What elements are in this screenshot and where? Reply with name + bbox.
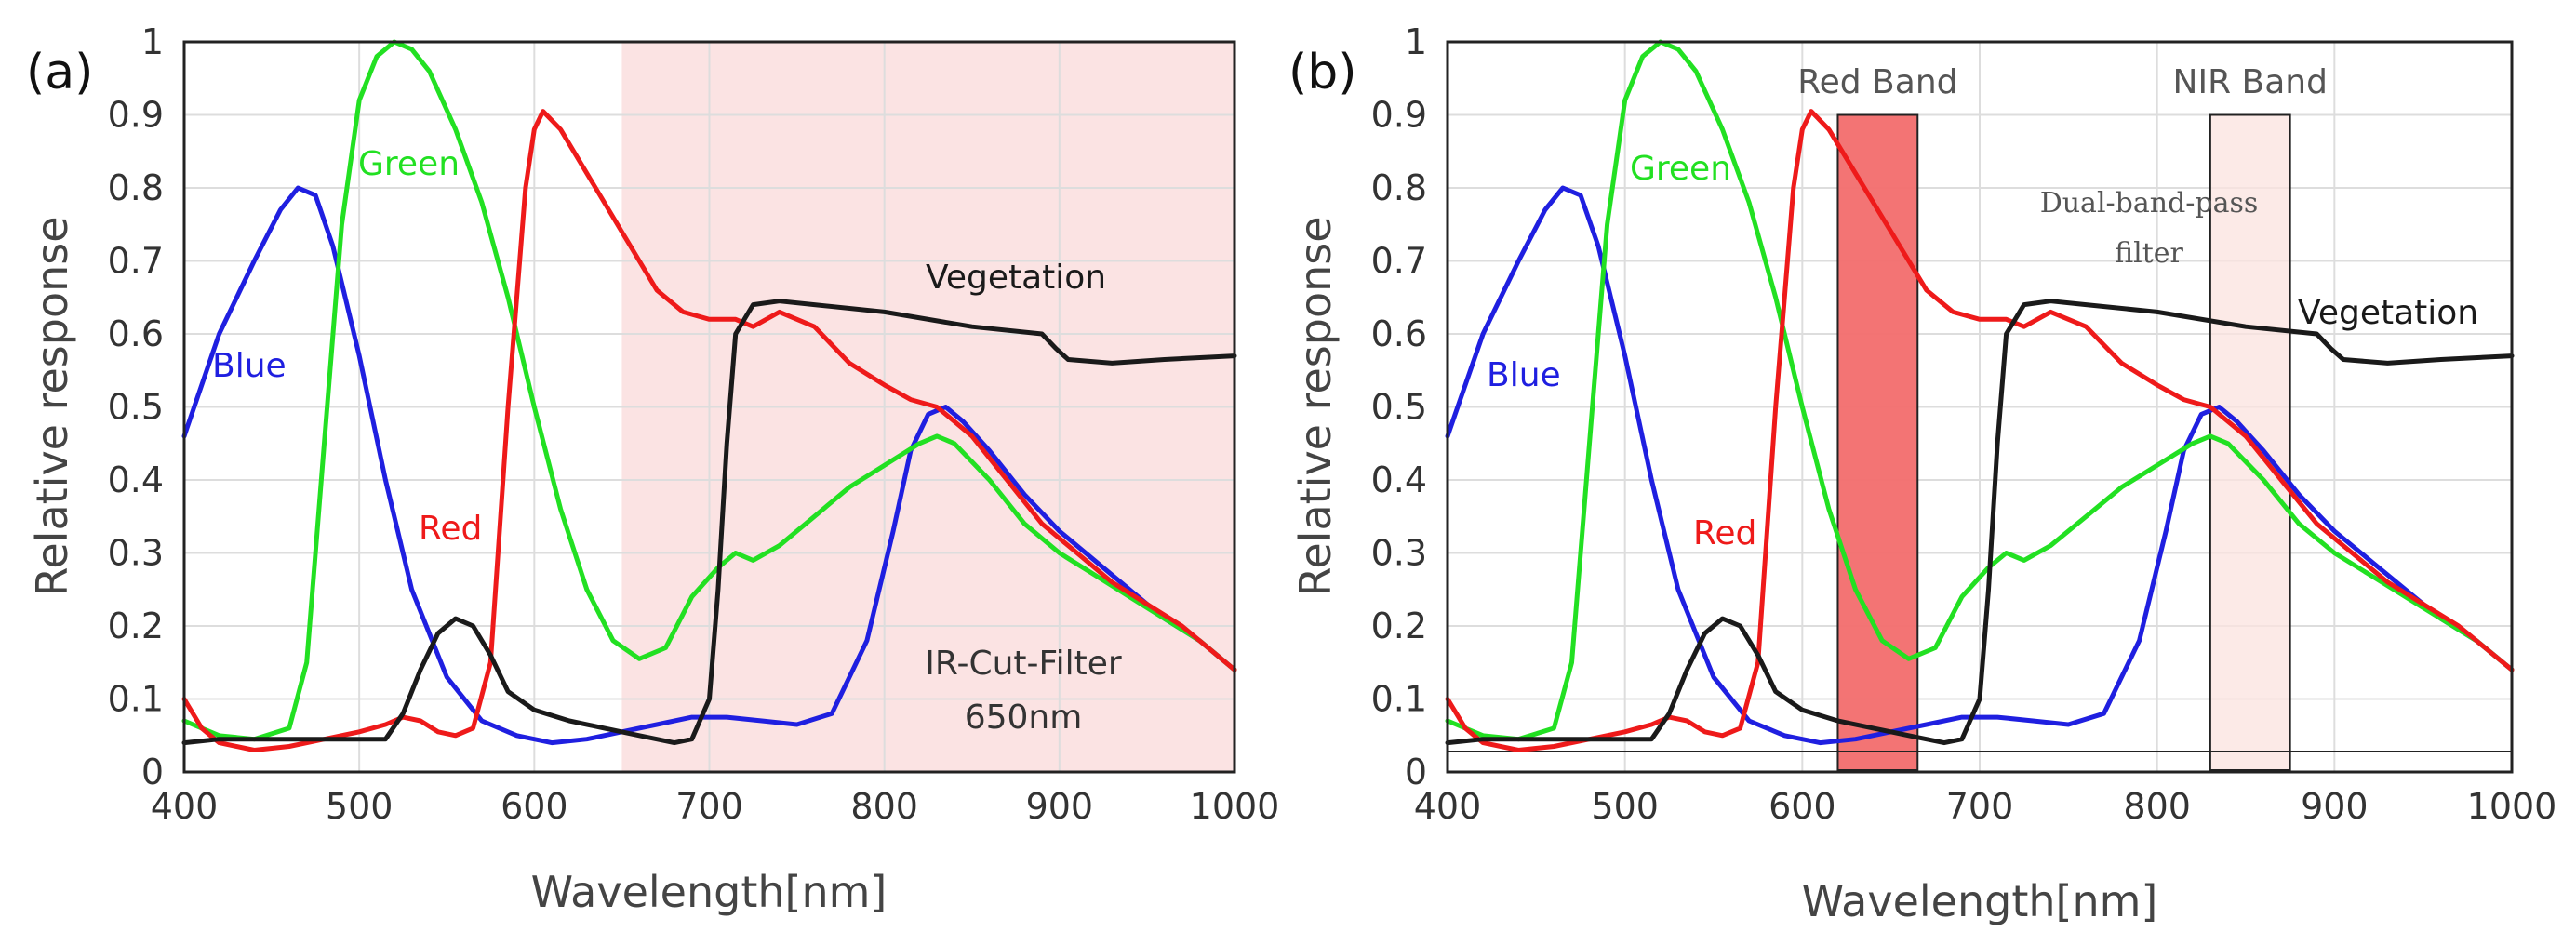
x-tick-label: 1000 xyxy=(2467,786,2557,827)
y-tick-label: 0.1 xyxy=(108,679,164,720)
green-curve xyxy=(1445,39,2515,742)
x-tick-label: 800 xyxy=(850,786,918,827)
y-tick-label: 0.3 xyxy=(1371,533,1427,574)
filter-annotation-line1: Dual-band-pass xyxy=(2040,187,2259,220)
panel-label: (b) xyxy=(1288,45,1357,100)
ir-cut-filter-wavelength: 650nm xyxy=(965,699,1083,737)
plot-frame xyxy=(1446,40,2514,774)
y-tick-label: 0.4 xyxy=(1371,459,1427,500)
panel-label: (a) xyxy=(26,45,93,100)
y-tick-label: 0.6 xyxy=(1371,313,1427,354)
x-tick-label: 600 xyxy=(1768,786,1836,827)
y-axis-label: Relative response xyxy=(1290,216,1341,596)
blue-curve xyxy=(181,185,1237,746)
y-tick-label: 0.7 xyxy=(108,241,164,282)
y-tick-label: 0.5 xyxy=(1371,387,1427,428)
x-tick-label: 700 xyxy=(675,786,743,827)
red-band-rect xyxy=(1836,113,1919,771)
y-tick-label: 0.8 xyxy=(108,167,164,208)
blue-curve xyxy=(1445,185,2515,746)
y-tick-label: 0.9 xyxy=(108,95,164,136)
red-curve xyxy=(181,109,1237,752)
x-tick-label: 900 xyxy=(2301,786,2369,827)
vegetation-curve-label: Vegetation xyxy=(2298,294,2478,332)
red-curve xyxy=(1445,109,2515,752)
x-tick-label: 700 xyxy=(1946,786,2014,827)
blue-curve-label: Blue xyxy=(212,347,287,385)
x-axis-label: Wavelength[nm] xyxy=(531,867,888,917)
y-tick-label: 0.3 xyxy=(108,533,164,574)
x-tick-label: 400 xyxy=(1414,786,1482,827)
x-tick-label: 600 xyxy=(501,786,568,827)
y-tick-label: 0 xyxy=(1405,752,1427,792)
y-tick-label: 1 xyxy=(141,21,164,62)
ir-cut-filter-label: IR-Cut-Filter xyxy=(925,645,1122,683)
vegetation-curve-label: Vegetation xyxy=(926,259,1106,297)
y-tick-label: 0.2 xyxy=(108,606,164,646)
y-axis-label: Relative response xyxy=(27,216,77,596)
red-curve-label: Red xyxy=(419,510,482,548)
x-tick-label: 900 xyxy=(1026,786,1094,827)
y-tick-label: 0.5 xyxy=(108,387,164,428)
y-tick-label: 0.4 xyxy=(108,459,164,500)
red-band-label: Red Band xyxy=(1797,63,1957,101)
green-curve-label: Green xyxy=(1630,150,1731,188)
y-tick-label: 0.9 xyxy=(1371,95,1427,136)
x-tick-label: 500 xyxy=(326,786,394,827)
green-curve xyxy=(181,39,1237,742)
y-tick-label: 0.7 xyxy=(1371,241,1427,282)
red-curve-label: Red xyxy=(1693,514,1756,552)
green-curve-label: Green xyxy=(358,145,460,183)
y-tick-label: 0.6 xyxy=(108,313,164,354)
y-tick-label: 0.2 xyxy=(1371,606,1427,646)
y-tick-label: 0.8 xyxy=(1371,167,1427,208)
panel-b: Red Band NIR Band 400 500 600 700 800 900 1000 0 0… xyxy=(1288,21,2556,926)
y-tick-label: 0 xyxy=(141,752,164,792)
y-tick-label: 0.1 xyxy=(1371,679,1427,720)
panel-a: 400 500 600 700 800 900 1000 0 0.1 0.2 0.3 0.4 0.5 0.… xyxy=(26,21,1279,917)
blue-curve-label: Blue xyxy=(1487,356,1561,394)
y-tick-label: 1 xyxy=(1405,21,1427,62)
x-axis-label: Wavelength[nm] xyxy=(1802,876,2158,926)
x-tick-label: 1000 xyxy=(1190,786,1280,827)
x-tick-label: 400 xyxy=(151,786,219,827)
plot-frame xyxy=(182,40,1236,774)
nir-band-label: NIR Band xyxy=(2173,63,2328,101)
filter-annotation-line2: filter xyxy=(2115,237,2183,270)
x-tick-label: 500 xyxy=(1591,786,1659,827)
x-tick-label: 800 xyxy=(2123,786,2191,827)
